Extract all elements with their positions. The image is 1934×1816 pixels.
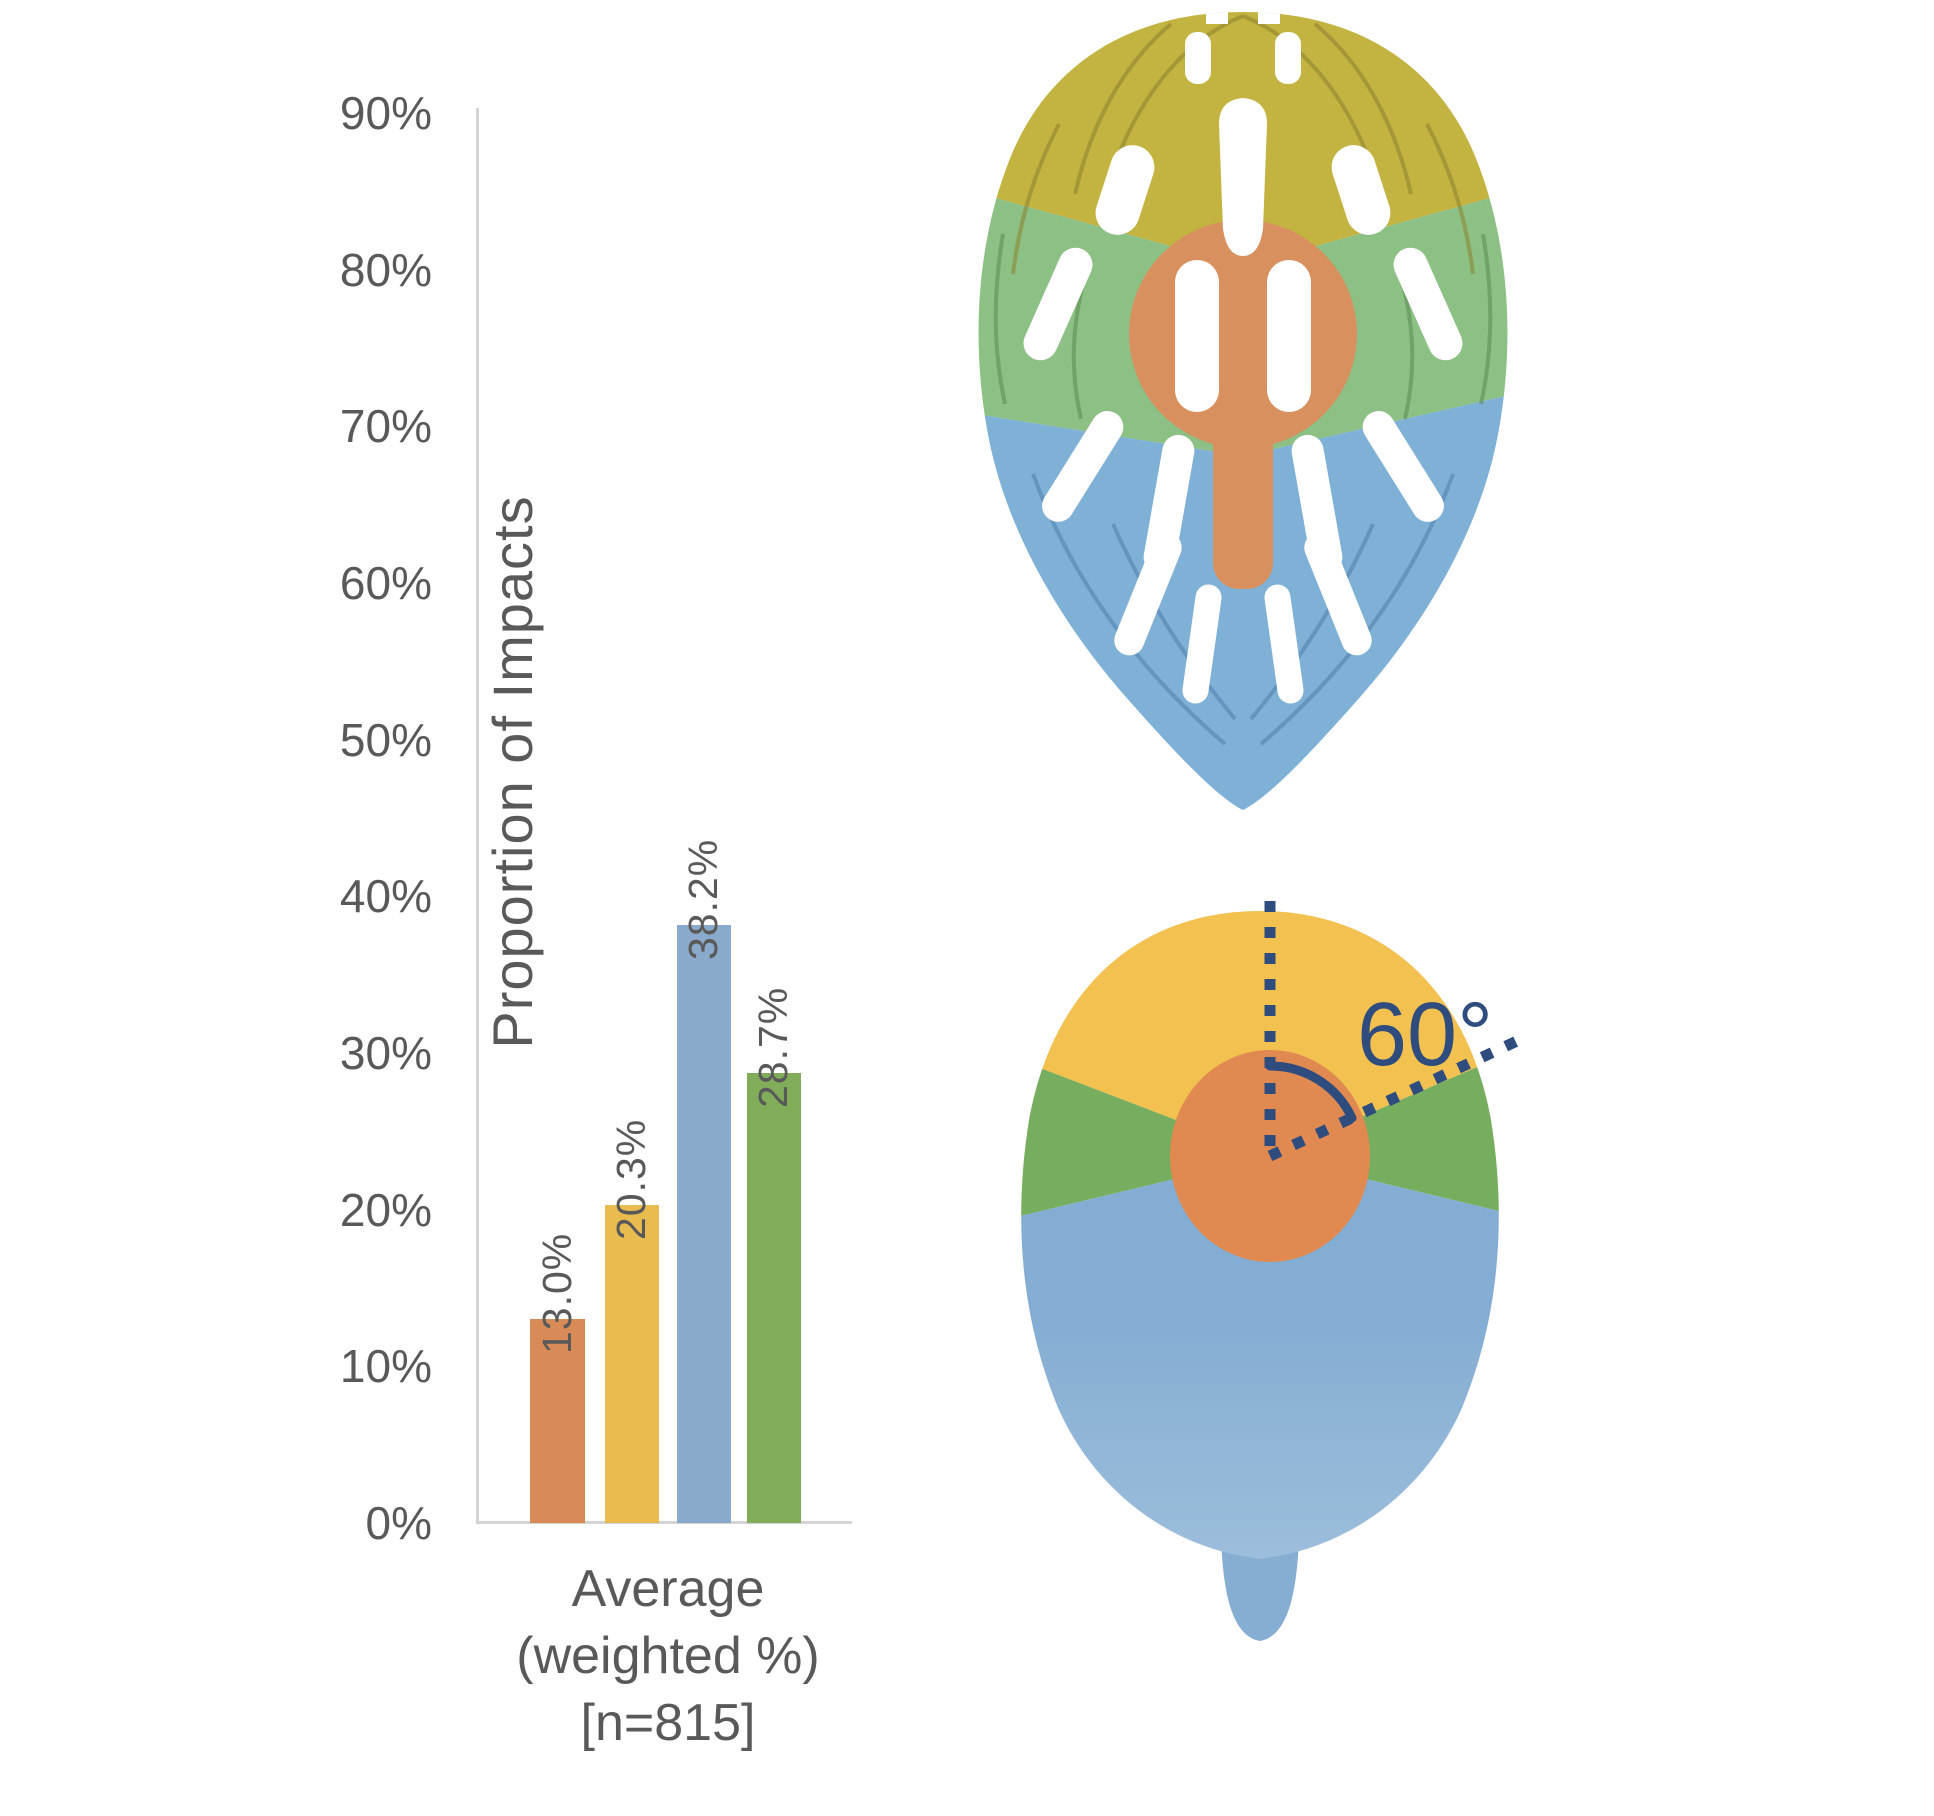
y-tick-label: 20% xyxy=(339,1183,432,1236)
y-tick-label: 50% xyxy=(339,713,432,766)
y-tick-label: 30% xyxy=(339,1027,432,1079)
y-axis-line xyxy=(476,108,479,1524)
head-side-region-right xyxy=(1270,1038,1499,1222)
y-tick-label: 90% xyxy=(339,87,432,139)
angle-arc xyxy=(1265,1061,1357,1123)
x-axis-label-line1: Average xyxy=(571,1560,765,1618)
y-tick-label: 0% xyxy=(365,1497,432,1549)
y-tick-label: 10% xyxy=(339,1340,432,1393)
y-tick-label: 40% xyxy=(339,870,432,923)
angle-label: 60° xyxy=(1357,985,1493,1085)
bar-green xyxy=(747,1073,801,1523)
impact-boundary-dotted-line xyxy=(1267,1036,1520,1161)
head-side-region-left xyxy=(1021,1043,1270,1227)
y-tick-label: 60% xyxy=(339,557,432,609)
x-axis-label-line2: (weighted %) xyxy=(516,1627,820,1685)
bar-orange xyxy=(530,1319,585,1523)
nose xyxy=(1221,1535,1299,1641)
front-shading xyxy=(1011,14,1475,275)
bar-value-label: 20.3% xyxy=(608,1118,654,1240)
bar-value-label: 28.7% xyxy=(750,986,796,1108)
bar-blue xyxy=(677,925,731,1523)
side-shading xyxy=(993,233,1493,420)
helmet-center-rib xyxy=(1213,404,1273,589)
bar-value-label: 38.2% xyxy=(680,838,726,960)
y-axis-title: Proportion of Impacts xyxy=(481,495,544,1049)
angle-annotation: 60° xyxy=(1264,901,1520,1161)
y-tick-label: 70% xyxy=(339,400,432,453)
bar-yellow xyxy=(605,1205,659,1523)
x-axis-line xyxy=(476,1521,852,1524)
head-top-view: 60° xyxy=(1021,901,1520,1641)
x-axis-label-line3: [n=815] xyxy=(580,1694,756,1752)
y-tick-label: 80% xyxy=(339,243,432,296)
x-axis-label: Average (weighted %) [n=815] xyxy=(458,1556,878,1757)
helmet-vents xyxy=(1023,12,1463,704)
helmet-top-view xyxy=(978,12,1508,810)
bar-value-label: 13.0% xyxy=(533,1232,580,1354)
